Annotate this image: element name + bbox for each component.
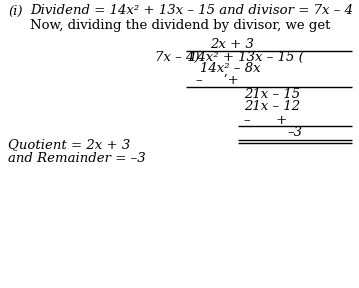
Text: –     ʹ+: – ʹ+: [196, 75, 239, 88]
Text: Quotient = 2x + 3: Quotient = 2x + 3: [8, 139, 130, 151]
Text: 7x – 4): 7x – 4): [155, 50, 200, 63]
Text: 14x² – 8x: 14x² – 8x: [200, 62, 261, 75]
Text: 21x – 12: 21x – 12: [244, 101, 300, 113]
Text: (i): (i): [8, 5, 23, 18]
Text: Dividend = 14x² + 13x – 15 and divisor = 7x – 4: Dividend = 14x² + 13x – 15 and divisor =…: [30, 5, 353, 18]
Text: 2x + 3: 2x + 3: [210, 37, 254, 50]
Text: Now, dividing the dividend by divisor, we get: Now, dividing the dividend by divisor, w…: [30, 18, 330, 31]
Text: 14x² + 13x – 15 (: 14x² + 13x – 15 (: [189, 50, 304, 63]
Text: –3: –3: [288, 126, 303, 139]
Text: 21x – 15: 21x – 15: [244, 88, 300, 101]
Text: –      +: – +: [244, 113, 287, 126]
Text: and Remainder = –3: and Remainder = –3: [8, 151, 146, 164]
